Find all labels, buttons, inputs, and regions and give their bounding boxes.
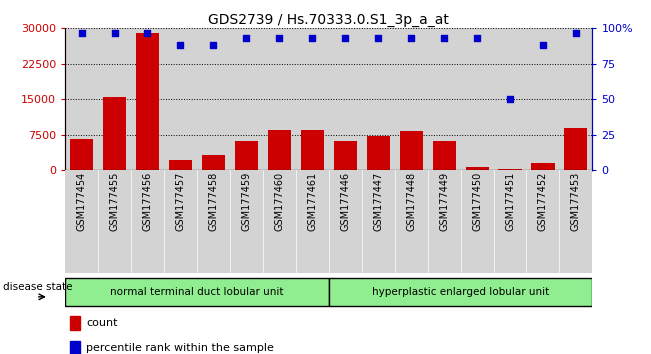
Bar (499, 169, 521, 170)
Bar (428, 170, 461, 273)
Text: hyperplastic enlarged lobular unit: hyperplastic enlarged lobular unit (372, 287, 549, 297)
Text: GSM177450: GSM177450 (472, 172, 482, 231)
Bar (301, 130, 324, 170)
Text: GSM177460: GSM177460 (274, 172, 284, 231)
FancyBboxPatch shape (65, 278, 329, 306)
Point (307, 35, 318, 41)
Bar (235, 141, 258, 170)
Text: GSM177456: GSM177456 (143, 172, 152, 231)
Point (241, 35, 251, 41)
Bar (263, 170, 296, 273)
Title: GDS2739 / Hs.70333.0.S1_3p_a_at: GDS2739 / Hs.70333.0.S1_3p_a_at (208, 13, 449, 27)
Bar (70, 316, 80, 330)
Bar (367, 136, 390, 170)
Bar (400, 131, 422, 170)
Text: GSM177449: GSM177449 (439, 172, 449, 231)
Bar (527, 170, 559, 273)
Bar (202, 155, 225, 170)
Bar (395, 170, 428, 273)
Point (406, 35, 417, 41)
Text: GSM177448: GSM177448 (406, 172, 416, 231)
Bar (131, 170, 164, 273)
Text: GSM177455: GSM177455 (109, 172, 120, 232)
Point (143, 30, 153, 35)
Bar (334, 141, 357, 170)
Bar (465, 167, 489, 170)
Bar (329, 170, 362, 273)
Point (373, 35, 383, 41)
Bar (65, 170, 98, 273)
Text: GSM177447: GSM177447 (373, 172, 383, 231)
FancyBboxPatch shape (329, 278, 592, 306)
Bar (493, 170, 527, 273)
Text: GSM177461: GSM177461 (307, 172, 317, 231)
Point (340, 35, 350, 41)
Bar (432, 141, 456, 170)
Point (109, 30, 120, 35)
Point (571, 30, 581, 35)
Point (505, 96, 515, 102)
Bar (70, 139, 93, 170)
Bar (461, 170, 493, 273)
Bar (169, 160, 192, 170)
Text: GSM177452: GSM177452 (538, 172, 548, 232)
Bar (559, 170, 592, 273)
Text: GSM177454: GSM177454 (77, 172, 87, 231)
Text: normal terminal duct lobular unit: normal terminal duct lobular unit (110, 287, 284, 297)
Bar (531, 163, 555, 170)
Text: count: count (86, 318, 118, 329)
Bar (136, 33, 159, 170)
Bar (296, 170, 329, 273)
Text: percentile rank within the sample: percentile rank within the sample (86, 343, 274, 353)
Text: GSM177451: GSM177451 (505, 172, 515, 231)
Bar (164, 170, 197, 273)
Point (208, 42, 219, 48)
Text: GSM177446: GSM177446 (340, 172, 350, 231)
Text: disease state: disease state (3, 282, 73, 292)
Point (538, 42, 548, 48)
Bar (362, 170, 395, 273)
Bar (197, 170, 230, 273)
Bar (268, 130, 291, 170)
Point (76, 30, 87, 35)
Point (175, 42, 186, 48)
Text: GSM177457: GSM177457 (176, 172, 186, 232)
Bar (98, 170, 131, 273)
Bar (70, 341, 80, 354)
Text: GSM177458: GSM177458 (208, 172, 218, 231)
Point (472, 35, 482, 41)
Point (274, 35, 284, 41)
Bar (230, 170, 263, 273)
Bar (564, 129, 587, 170)
Point (439, 35, 449, 41)
Text: GSM177459: GSM177459 (242, 172, 251, 231)
Bar (103, 97, 126, 170)
Text: GSM177453: GSM177453 (571, 172, 581, 231)
